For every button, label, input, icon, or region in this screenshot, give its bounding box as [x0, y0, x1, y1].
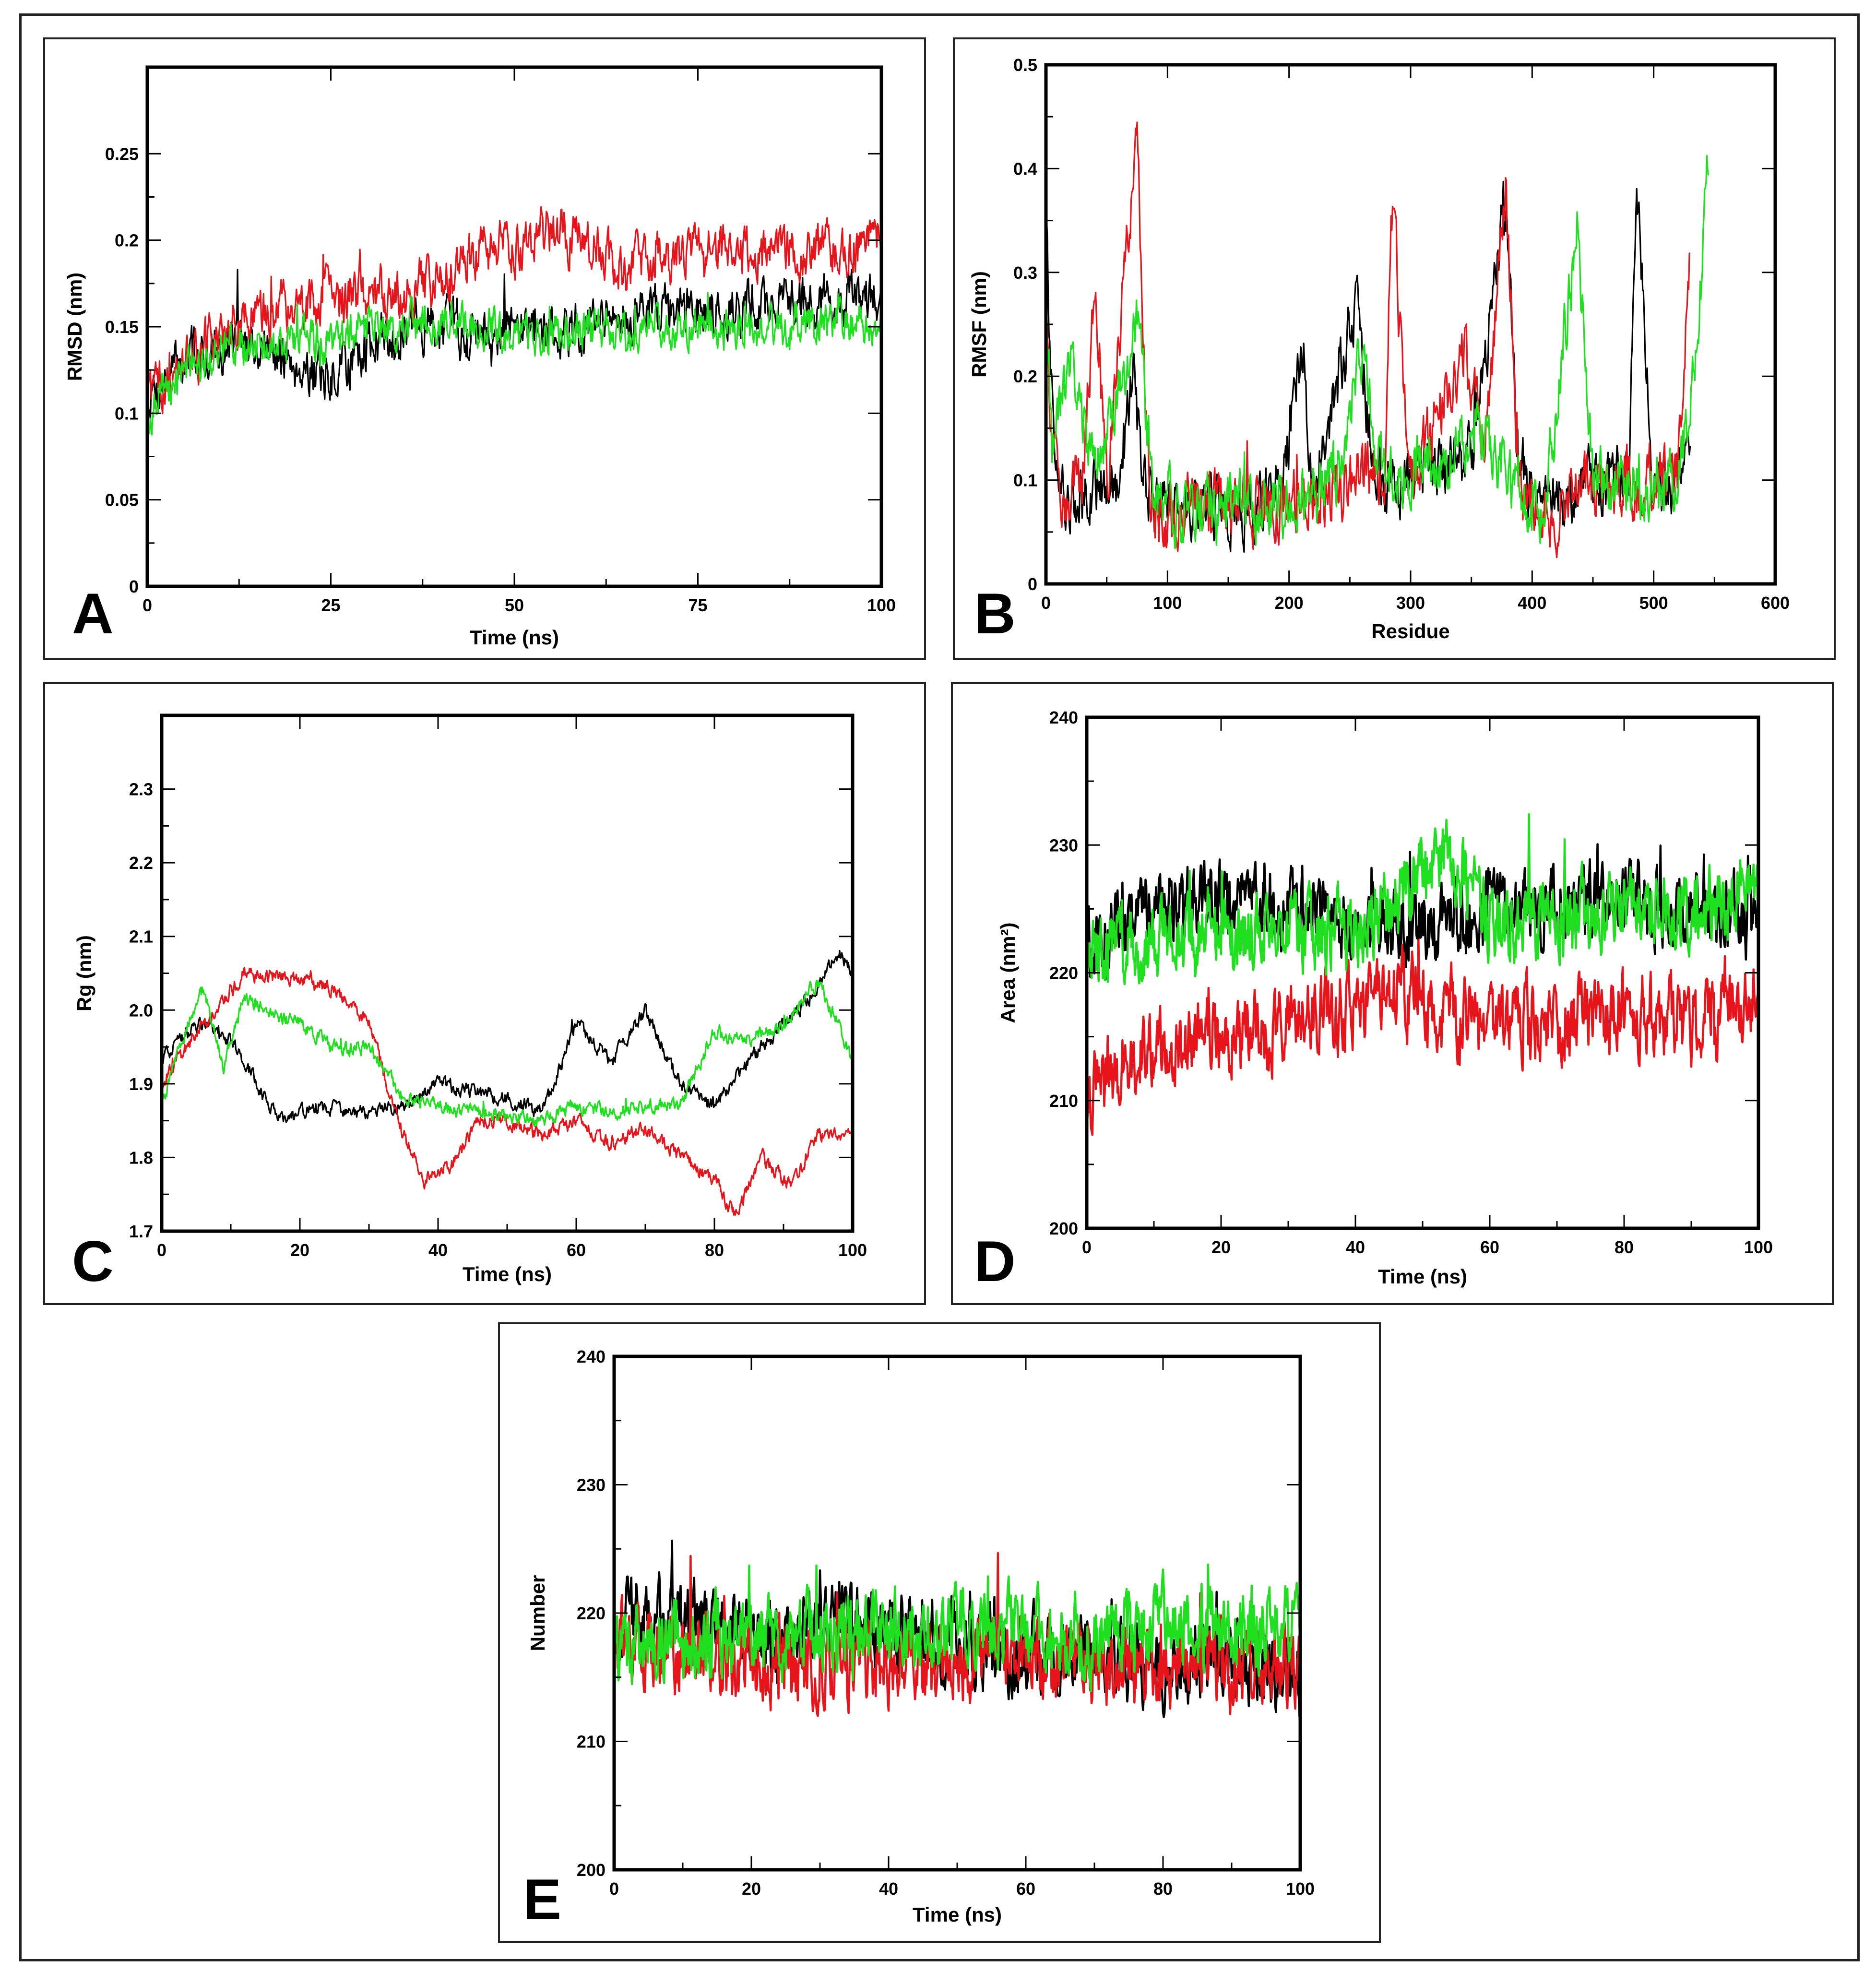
x-tick-label: 75 — [688, 595, 707, 615]
series-line-green — [1087, 813, 1758, 986]
x-tick-label: 40 — [1346, 1237, 1365, 1257]
x-tick-label: 40 — [879, 1879, 898, 1899]
x-tick-label: 0 — [1082, 1237, 1092, 1257]
x-tick-label: 20 — [1211, 1237, 1231, 1257]
y-tick-label: 2.2 — [129, 853, 153, 873]
y-tick-label: 230 — [577, 1475, 606, 1495]
x-tick-label: 600 — [1761, 593, 1790, 613]
y-axis-label: RMSF (nm) — [968, 271, 990, 378]
y-tick-label: 1.7 — [129, 1222, 153, 1241]
x-tick-label: 100 — [867, 595, 896, 615]
y-tick-label: 240 — [577, 1347, 606, 1366]
x-tick-label: 60 — [1480, 1237, 1499, 1257]
y-axis-label: RMSD (nm) — [63, 273, 86, 381]
x-tick-label: 80 — [705, 1240, 724, 1260]
y-tick-label: 0.4 — [1013, 159, 1037, 178]
y-tick-label: 200 — [1049, 1219, 1078, 1238]
y-tick-label: 220 — [577, 1603, 606, 1623]
x-tick-label: 0 — [609, 1879, 619, 1899]
x-tick-label: 300 — [1396, 593, 1425, 613]
panel-c-frame — [43, 682, 926, 1305]
x-tick-label: 200 — [1275, 593, 1304, 613]
y-tick-label: 0.3 — [1013, 263, 1037, 283]
x-axis-label: Time (ns) — [470, 626, 559, 649]
y-tick-label: 2.0 — [129, 1000, 153, 1020]
x-tick-label: 60 — [567, 1240, 586, 1260]
x-tick-label: 20 — [290, 1240, 309, 1260]
x-tick-label: 100 — [838, 1240, 867, 1260]
y-tick-label: 0.1 — [115, 404, 139, 423]
series-line-green — [614, 1563, 1300, 1693]
x-tick-label: 0 — [157, 1240, 166, 1260]
series-line-green — [162, 980, 853, 1127]
y-axis-label: Area (nm²) — [997, 922, 1019, 1023]
panel-letter: E — [523, 1867, 561, 1932]
x-tick-label: 40 — [428, 1240, 448, 1260]
y-tick-label: 0.2 — [115, 231, 139, 250]
y-tick-label: 1.9 — [129, 1074, 153, 1094]
x-tick-label: 400 — [1518, 593, 1546, 613]
figure-outer-border — [19, 13, 1860, 1961]
panel-d-frame — [951, 682, 1834, 1305]
y-tick-label: 0.05 — [105, 490, 139, 510]
series-line-red — [162, 966, 853, 1216]
y-tick-label: 240 — [1049, 708, 1078, 727]
x-tick-label: 100 — [1286, 1879, 1315, 1899]
panel-letter: B — [974, 582, 1016, 646]
chart-b: 0 100 200 300 400 500 600 0 0.1 0.2 0.3 0.4 0.5 Resid… — [968, 55, 1790, 646]
series-line-black — [1087, 843, 1758, 980]
x-axis-label: Time (ns) — [1378, 1265, 1467, 1288]
x-tick-label: 0 — [1041, 593, 1051, 613]
x-tick-label: 25 — [321, 595, 340, 615]
y-tick-label: 0.5 — [1013, 55, 1037, 75]
y-tick-label: 0.15 — [105, 317, 139, 337]
series-line-black — [162, 950, 853, 1123]
x-tick-label: 80 — [1615, 1237, 1634, 1257]
y-tick-label: 0 — [1028, 574, 1037, 594]
chart-e: 0 20 40 60 80 100 200 210 220 230 240 Time (ns) Numb… — [523, 1347, 1315, 1932]
panel-a-frame — [43, 37, 926, 660]
x-tick-label: 60 — [1016, 1879, 1035, 1899]
y-tick-label: 210 — [577, 1732, 606, 1752]
y-tick-label: 200 — [577, 1860, 606, 1880]
x-tick-label: 100 — [1153, 593, 1182, 613]
series-line-green — [147, 292, 881, 436]
y-tick-label: 0.2 — [1013, 367, 1037, 386]
y-axis-label: Rg (nm) — [73, 935, 95, 1011]
y-tick-label: 210 — [1049, 1091, 1078, 1111]
panel-letter: A — [72, 582, 114, 646]
y-tick-label: 0 — [129, 577, 139, 596]
series-line-red — [1087, 939, 1758, 1136]
x-axis-label: Residue — [1371, 620, 1449, 642]
y-tick-label: 2.1 — [129, 927, 153, 947]
x-tick-label: 100 — [1744, 1237, 1773, 1257]
chart-d: 0 20 40 60 80 100 200 210 220 230 240 Time (ns) Area… — [974, 708, 1773, 1294]
panel-letter: D — [974, 1229, 1016, 1294]
y-tick-label: 0.25 — [105, 144, 139, 164]
series-line-red — [147, 206, 881, 415]
x-tick-label: 80 — [1153, 1879, 1173, 1899]
series-line-green — [1046, 154, 1710, 549]
y-tick-label: 220 — [1049, 963, 1078, 983]
x-tick-label: 50 — [505, 595, 524, 615]
chart-a: 0 25 50 75 100 0 0.05 0.1 0.15 0.2 0.25 Time (ns) RM… — [63, 65, 896, 649]
x-tick-label: 0 — [142, 595, 152, 615]
panel-letter: C — [72, 1229, 114, 1294]
y-axis-label: Number — [526, 1575, 549, 1651]
y-tick-label: 2.3 — [129, 780, 153, 799]
y-tick-label: 0.1 — [1013, 471, 1037, 490]
y-tick-label: 230 — [1049, 835, 1078, 855]
x-axis-label: Time (ns) — [463, 1263, 552, 1285]
x-axis-label: Time (ns) — [913, 1903, 1002, 1926]
x-tick-label: 20 — [742, 1879, 761, 1899]
chart-c: 0 20 40 60 80 100 1.7 1.8 1.9 2.0 2.1 2.2 2.3 Time (n… — [72, 713, 867, 1294]
y-tick-label: 1.8 — [129, 1148, 153, 1167]
x-tick-label: 500 — [1639, 593, 1668, 613]
